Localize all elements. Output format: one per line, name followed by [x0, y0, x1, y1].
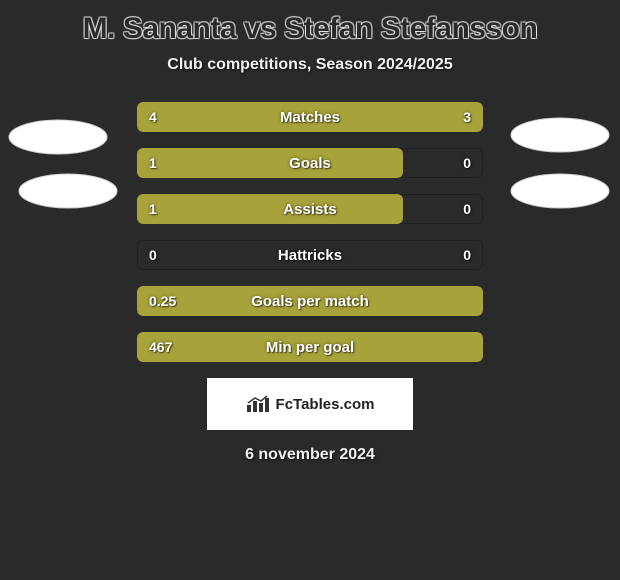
player-badge-left-2 — [18, 172, 118, 210]
stats-area: Matches43 Goals10 Assists10 Hattricks00 Goal… — [137, 102, 483, 362]
stat-row: Matches43 — [137, 102, 483, 132]
stat-row: Min per goal467 — [137, 332, 483, 362]
date: 6 november 2024 — [0, 446, 620, 464]
stat-fill-left — [137, 148, 403, 178]
stat-fill-left — [137, 102, 483, 132]
stat-fill-left — [137, 332, 483, 362]
footer-logo[interactable]: FcTables.com — [207, 378, 413, 430]
stat-row: Goals10 — [137, 148, 483, 178]
player-badge-right-2 — [510, 172, 610, 210]
stat-row: Assists10 — [137, 194, 483, 224]
stat-fill-left — [137, 286, 483, 316]
stat-fill-left — [137, 194, 403, 224]
player-badge-right-1 — [510, 116, 610, 154]
footer-logo-text: FcTables.com — [276, 396, 375, 413]
stat-row: Goals per match0.25 — [137, 286, 483, 316]
stat-track — [137, 240, 483, 270]
comparison-title: M. Sananta vs Stefan Stefansson — [0, 0, 620, 46]
player-badge-left-1 — [8, 118, 108, 156]
stat-row: Hattricks00 — [137, 240, 483, 270]
chart-icon — [246, 395, 270, 413]
subtitle: Club competitions, Season 2024/2025 — [0, 56, 620, 74]
